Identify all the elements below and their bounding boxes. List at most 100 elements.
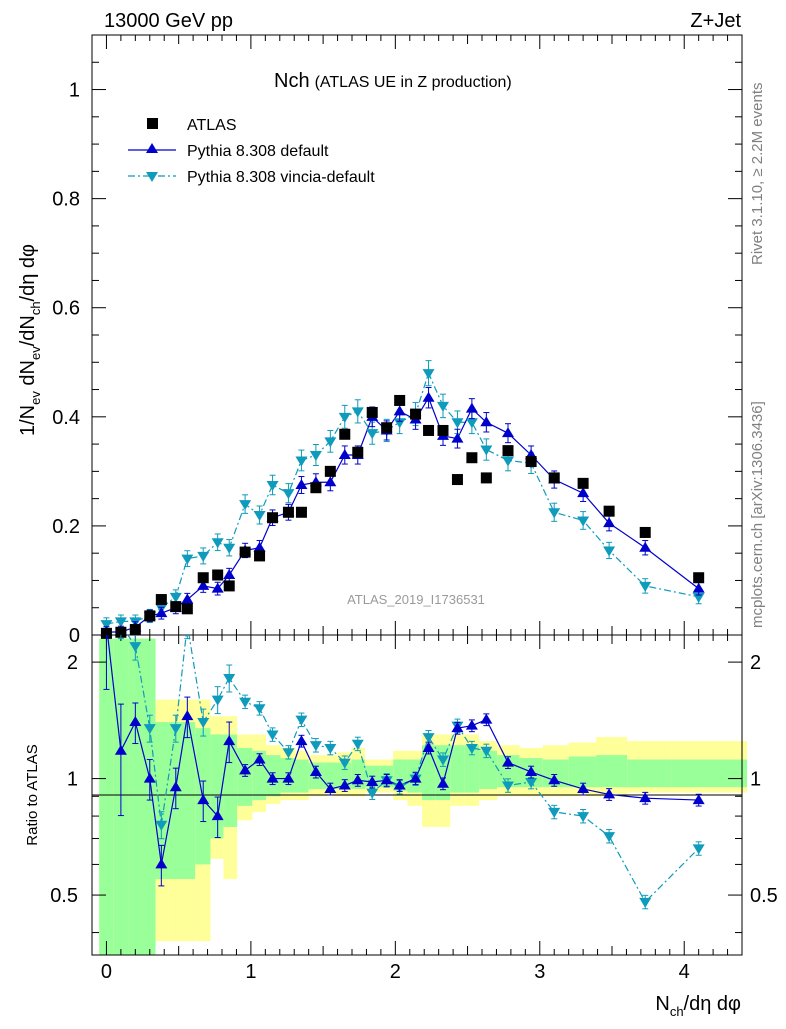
atlas-point	[525, 456, 537, 468]
mcplots-reference-label: mcplots.cern.ch [arXiv:1306.3436]	[749, 401, 766, 628]
vincia-point	[639, 581, 652, 592]
ratio-default-point	[692, 794, 705, 805]
band-inner-bin	[671, 759, 748, 788]
analysis-watermark: ATLAS_2019_I1736531	[347, 592, 485, 607]
ratio-vincia-point	[266, 730, 279, 741]
x-tick-label: 0	[101, 961, 112, 983]
ratio-default-point	[295, 735, 308, 746]
band-inner-bin	[323, 762, 338, 789]
ratio-y-tick-label: 0.5	[50, 885, 78, 907]
legend-marker-atlas	[147, 118, 158, 129]
main-y-axis-label: 1/Nev dNev/dNch/dη dφ	[17, 244, 43, 436]
default-point	[338, 449, 351, 459]
ratio-default-point	[324, 782, 337, 793]
x-tick-label: 4	[679, 961, 690, 983]
vincia-point	[253, 511, 266, 521]
ratio-vincia-point	[295, 715, 308, 726]
ratio-series-group	[100, 590, 705, 910]
atlas-point	[466, 452, 478, 464]
atlas-point	[295, 506, 307, 518]
band-inner-bin	[181, 722, 196, 880]
ratio-default-point	[380, 774, 393, 785]
atlas-point	[155, 594, 167, 606]
vincia-point	[548, 508, 561, 519]
ratio-default-point	[502, 756, 514, 767]
band-inner-bin	[99, 638, 114, 955]
main-y-tick-label: 0.6	[52, 298, 80, 320]
band-inner-bin	[168, 722, 182, 880]
vincia-point	[603, 546, 616, 557]
ratio-default-point	[114, 744, 127, 755]
ratio-default-point	[266, 772, 279, 783]
ratio-default-point	[169, 781, 182, 792]
ratio-default-point	[639, 792, 652, 803]
vincia-point	[197, 551, 210, 562]
ratio-y-tick-label-right: 1	[750, 769, 761, 791]
ratio-default-point	[409, 772, 422, 783]
x-axis-label: Nch/dη dφ	[655, 993, 741, 1019]
vincia-point	[309, 451, 322, 461]
ratio-vincia-point	[324, 743, 337, 754]
ratio-y-tick-label: 2	[67, 652, 78, 674]
x-tick-label: 3	[534, 961, 545, 983]
vincia-point	[223, 543, 236, 554]
atlas-point	[170, 601, 182, 613]
ratio-default-point	[577, 782, 590, 793]
vincia-point	[266, 481, 279, 491]
vincia-point	[324, 437, 337, 448]
default-point	[502, 427, 514, 438]
vincia-point	[393, 418, 406, 429]
default-point	[451, 432, 464, 443]
ratio-default-point	[480, 713, 493, 724]
atlas-point	[239, 546, 251, 558]
band-inner-bin	[627, 759, 672, 788]
atlas-point	[339, 428, 351, 440]
band-inner-bin	[596, 755, 628, 788]
default-point	[465, 402, 478, 413]
atlas-point	[254, 550, 266, 562]
vincia-point	[211, 538, 224, 549]
main-y-tick-label: 0.8	[52, 189, 80, 211]
ratio-default-point	[351, 774, 364, 785]
default-point	[480, 416, 493, 427]
atlas-point	[410, 408, 422, 420]
ratio-default-point	[437, 777, 449, 788]
ratio-vincia-point	[155, 820, 168, 831]
ratio-default-point	[129, 716, 142, 727]
ratio-vincia-point	[309, 741, 322, 752]
ratio-default-point	[525, 765, 538, 776]
ratio-default-point	[338, 779, 351, 790]
band-inner-bin	[237, 747, 253, 806]
legend-marker-vincia	[146, 172, 158, 182]
ratio-vincia-point	[366, 788, 379, 799]
ratio-vincia-point	[100, 590, 112, 600]
atlas-point	[480, 472, 492, 484]
atlas-point	[366, 406, 378, 418]
vincia-point	[114, 617, 127, 628]
ratio-vincia-point	[223, 673, 236, 684]
atlas-point	[437, 424, 449, 436]
atlas-point	[310, 482, 322, 494]
vincia-point	[451, 418, 464, 429]
main-panel-data	[100, 360, 705, 639]
ratio-vincia-point	[169, 724, 182, 735]
header-left-label: 13000 GeV pp	[104, 10, 233, 32]
vincia-point	[465, 418, 478, 429]
ratio-default-point	[465, 719, 478, 730]
atlas-point	[267, 512, 279, 524]
ratio-default-point	[282, 772, 295, 783]
legend-label-vincia: Pythia 8.308 vincia-default	[187, 169, 375, 186]
vincia-point	[351, 407, 364, 418]
ratio-vincia-point	[525, 777, 538, 788]
ratio-default-point	[422, 741, 435, 752]
ratio-default-point	[309, 765, 322, 776]
vincia-point	[437, 401, 449, 412]
atlas-point	[212, 569, 224, 581]
main-y-tick-label: 0.4	[52, 407, 80, 429]
vincia-point	[502, 456, 514, 467]
ratio-y-tick-label-right: 0.5	[750, 885, 778, 907]
ratio-vincia-point	[480, 746, 493, 757]
ratio-default-point	[393, 779, 406, 790]
vincia-point	[239, 500, 252, 511]
atlas-point	[577, 477, 589, 489]
